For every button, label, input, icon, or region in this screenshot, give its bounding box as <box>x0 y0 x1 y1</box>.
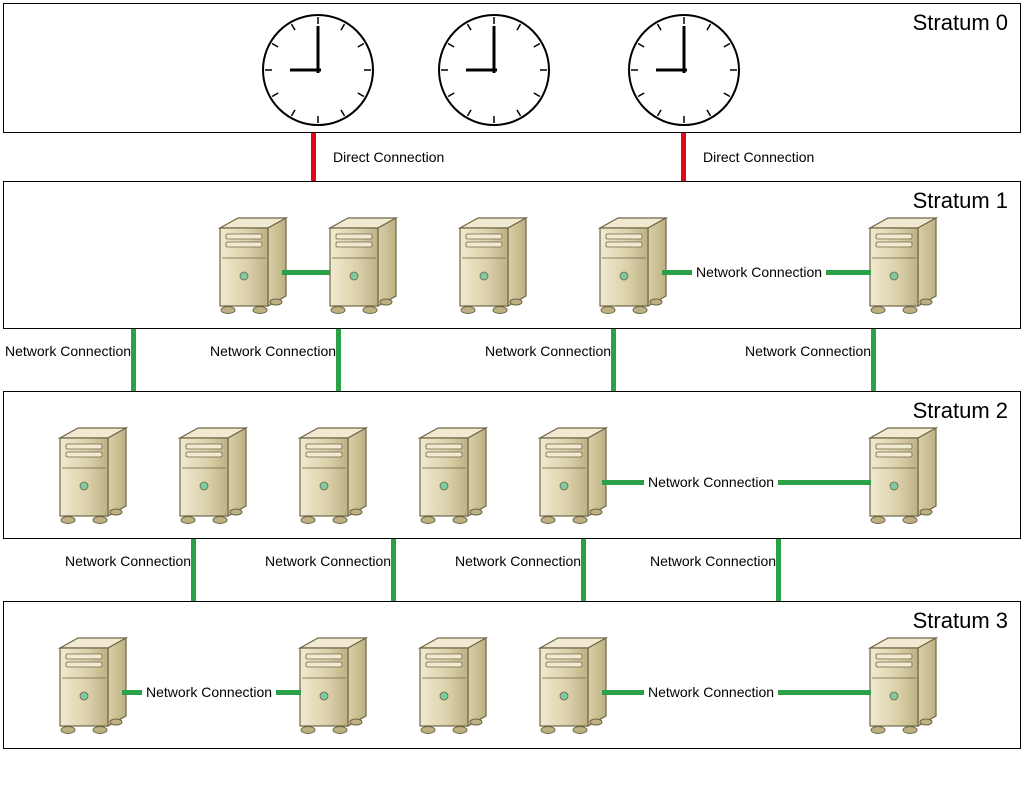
connector-line <box>391 539 396 601</box>
server-icon <box>54 426 134 531</box>
connection-label: Network Connection <box>65 553 191 569</box>
server-icon <box>294 636 374 741</box>
stratum-3-box: Stratum 3 Network Connection Network Conn… <box>3 601 1021 749</box>
stratum-2-box: Stratum 2 Network Connection <box>3 391 1021 539</box>
connection-label: Network Connection <box>644 474 778 490</box>
connection-label: Network Connection <box>644 684 778 700</box>
server-icon <box>864 426 944 531</box>
clock-icon <box>437 13 551 127</box>
server-icon <box>594 216 674 321</box>
gap-1-2: Network Connection Network Connection Netw… <box>3 329 1021 391</box>
connection-label: Network Connection <box>485 343 611 359</box>
server-icon <box>864 636 944 741</box>
connector-line <box>336 329 341 391</box>
connection-label: Direct Connection <box>333 149 444 165</box>
connector-line <box>131 329 136 391</box>
server-icon <box>534 426 614 531</box>
connection-label: Network Connection <box>692 264 826 280</box>
connector-line <box>581 539 586 601</box>
connector-line <box>871 329 876 391</box>
connection-label: Network Connection <box>745 343 871 359</box>
connector-line <box>776 539 781 601</box>
server-icon <box>414 636 494 741</box>
stratum-0-box: Stratum 0 <box>3 3 1021 133</box>
server-icon <box>324 216 404 321</box>
clock-icon <box>627 13 741 127</box>
connection-label: Network Connection <box>265 553 391 569</box>
connector-line <box>191 539 196 601</box>
peer-connection-line <box>282 270 330 275</box>
server-icon <box>454 216 534 321</box>
stratum-1-label: Stratum 1 <box>913 188 1008 214</box>
stratum-3-label: Stratum 3 <box>913 608 1008 634</box>
gap-0-1: Direct Connection Direct Connection <box>3 133 1021 181</box>
connector-line <box>611 329 616 391</box>
connection-label: Network Connection <box>210 343 336 359</box>
connector-line <box>681 133 686 181</box>
stratum-0-label: Stratum 0 <box>913 10 1008 36</box>
server-icon <box>864 216 944 321</box>
server-icon <box>54 636 134 741</box>
server-icon <box>294 426 374 531</box>
server-icon <box>214 216 294 321</box>
connection-label: Direct Connection <box>703 149 814 165</box>
connection-label: Network Connection <box>5 343 131 359</box>
clock-icon <box>261 13 375 127</box>
connection-label: Network Connection <box>455 553 581 569</box>
server-icon <box>174 426 254 531</box>
stratum-1-box: Stratum 1 Network Connection <box>3 181 1021 329</box>
connection-label: Network Connection <box>142 684 276 700</box>
server-icon <box>534 636 614 741</box>
server-icon <box>414 426 494 531</box>
connector-line <box>311 133 316 181</box>
gap-2-3: Network Connection Network Connection Netw… <box>3 539 1021 601</box>
stratum-2-label: Stratum 2 <box>913 398 1008 424</box>
connection-label: Network Connection <box>650 553 776 569</box>
